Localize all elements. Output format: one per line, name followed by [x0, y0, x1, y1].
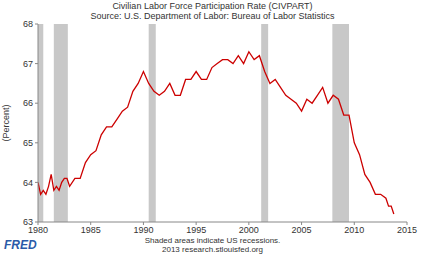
svg-text:2000: 2000 — [239, 225, 259, 235]
svg-text:65: 65 — [23, 138, 33, 148]
html-text:Source: U.S. Department of Lab: Source: U.S. Department of Labor: Bureau… — [90, 11, 335, 21]
svg-text:63: 63 — [23, 217, 33, 227]
html-text:Civilian Labor Force Participa: Civilian Labor Force Participation Rate … — [112, 1, 313, 11]
html-text:2013 research.stlouisfed.org: 2013 research.stlouisfed.org — [162, 245, 263, 254]
svg-text:2015: 2015 — [397, 225, 417, 235]
html-text:Shaded areas indicate US reces: Shaded areas indicate US recessions. — [144, 236, 281, 245]
svg-text:2005: 2005 — [292, 225, 312, 235]
svg-text:(Percent): (Percent) — [8, 104, 11, 141]
svg-text:1980: 1980 — [28, 225, 48, 236]
svg-text:64: 64 — [23, 178, 33, 188]
svg-text:1985: 1985 — [81, 225, 101, 235]
svg-text:1995: 1995 — [186, 225, 206, 235]
svg-text:2010: 2010 — [344, 225, 364, 235]
html-text:FRED: FRED — [4, 238, 37, 252]
svg-text:1990: 1990 — [133, 225, 153, 235]
svg-text:67: 67 — [23, 59, 33, 69]
svg-text:66: 66 — [23, 98, 33, 108]
svg-text:68: 68 — [23, 19, 33, 29]
